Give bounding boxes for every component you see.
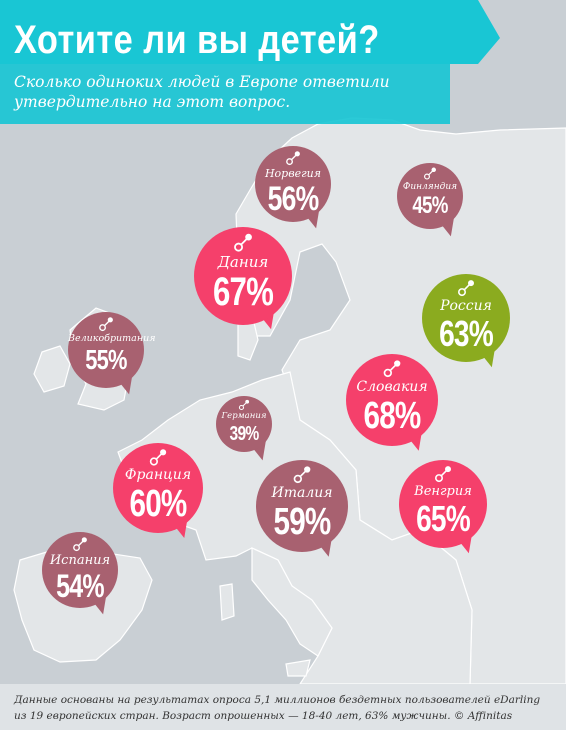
bubble-region-0 <box>255 146 331 229</box>
pacifier-icon <box>435 466 452 483</box>
pacifier-icon <box>73 537 87 552</box>
bubble-circle <box>397 163 463 229</box>
page-subtitle: Сколько одиноких людей в Европе ответили… <box>14 73 390 111</box>
bubble-region-6 <box>216 396 272 461</box>
bubble-circle <box>42 532 118 608</box>
bubble-region-3 <box>422 274 510 368</box>
bubble-circle <box>256 460 348 552</box>
bubble-region-4 <box>68 312 144 395</box>
page-title: Хотите ли вы детей? <box>14 18 380 62</box>
header-banner <box>0 0 500 124</box>
footer-band <box>0 684 566 730</box>
bubble-region-7 <box>113 443 203 538</box>
bubble-region-10 <box>42 532 118 615</box>
pacifier-icon <box>424 167 437 180</box>
bubble-circle <box>399 460 487 548</box>
bubble-region-5 <box>346 354 438 451</box>
pacifier-icon <box>383 360 401 378</box>
pacifier-icon <box>149 449 167 466</box>
bubble-circle <box>194 227 292 325</box>
pacifier-icon <box>286 151 300 166</box>
bubble-region-1 <box>397 163 463 237</box>
title-band <box>0 0 500 64</box>
pacifier-icon <box>99 317 113 332</box>
bubble-circle <box>216 396 272 452</box>
bubble-region-9 <box>399 460 487 554</box>
bubble-circle <box>255 146 331 222</box>
bubbles-layer <box>42 146 510 615</box>
bubble-circle <box>346 354 438 446</box>
bubble-circle <box>422 274 510 362</box>
bubble-circle <box>68 312 144 388</box>
subtitle-band <box>0 64 450 124</box>
footer-note: Данные основаны на результатах опроса 5,… <box>14 694 541 722</box>
bubble-circle <box>113 443 203 533</box>
pacifier-icon <box>458 280 475 297</box>
bubble-region-8 <box>256 460 348 557</box>
bubble-region-2 <box>194 227 292 330</box>
pacifier-icon <box>293 466 311 484</box>
pacifier-icon <box>238 399 250 411</box>
pacifier-icon <box>234 233 252 252</box>
